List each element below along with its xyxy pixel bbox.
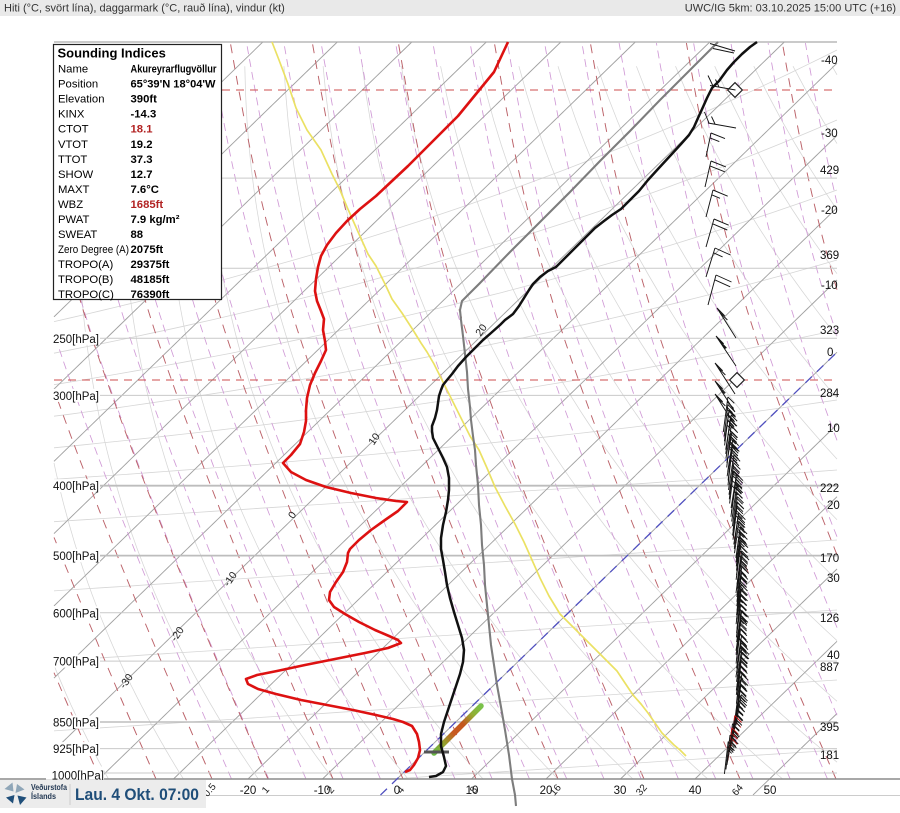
svg-text:-10: -10 (821, 280, 838, 292)
svg-text:-40: -40 (821, 55, 838, 67)
svg-text:TROPO(B): TROPO(B) (58, 274, 113, 286)
svg-text:2: 2 (325, 784, 337, 796)
svg-text:429: 429 (820, 165, 839, 177)
svg-text:30: 30 (614, 785, 627, 797)
svg-text:12.7: 12.7 (131, 169, 153, 181)
svg-text:TROPO(A): TROPO(A) (58, 259, 113, 271)
svg-text:-14.3: -14.3 (131, 109, 157, 121)
svg-text:88: 88 (131, 229, 144, 241)
svg-text:7.6°C: 7.6°C (131, 184, 159, 196)
svg-text:50: 50 (764, 785, 777, 797)
svg-text:Hiti (°C, svört lína), daggarm: Hiti (°C, svört lína), daggarmark (°C, r… (4, 3, 285, 15)
svg-text:WBZ: WBZ (58, 199, 83, 211)
svg-text:1685ft: 1685ft (131, 199, 164, 211)
svg-text:-20: -20 (240, 785, 257, 797)
svg-text:0: 0 (286, 509, 299, 521)
svg-text:7.9 kg/m²: 7.9 kg/m² (131, 214, 180, 226)
svg-text:VTOT: VTOT (58, 139, 88, 151)
svg-text:19.2: 19.2 (131, 139, 153, 151)
svg-text:Íslands: Íslands (31, 792, 56, 801)
svg-text:222: 222 (820, 483, 839, 495)
svg-text:323: 323 (820, 325, 839, 337)
svg-text:-30: -30 (821, 128, 838, 140)
svg-text:Lau. 4 Okt. 07:00: Lau. 4 Okt. 07:00 (75, 785, 199, 804)
svg-text:390ft: 390ft (131, 94, 158, 106)
svg-text:500[hPa]: 500[hPa] (53, 551, 99, 563)
svg-text:8: 8 (468, 784, 480, 796)
svg-text:CTOT: CTOT (58, 124, 89, 136)
svg-text:SHOW: SHOW (58, 169, 93, 181)
svg-text:20: 20 (540, 785, 553, 797)
svg-text:Zero Degree (A): Zero Degree (A) (58, 244, 129, 256)
svg-text:850[hPa]: 850[hPa] (53, 718, 99, 730)
svg-text:284: 284 (820, 388, 840, 400)
svg-text:-20: -20 (821, 205, 838, 217)
svg-text:4: 4 (395, 784, 407, 796)
svg-text:170: 170 (820, 553, 839, 565)
svg-text:18.1: 18.1 (131, 124, 153, 136)
svg-text:65°39'N 18°04'W: 65°39'N 18°04'W (131, 79, 216, 91)
svg-text:126: 126 (820, 613, 839, 625)
svg-text:887: 887 (820, 662, 839, 674)
svg-text:Name: Name (58, 64, 88, 76)
svg-text:400[hPa]: 400[hPa] (53, 481, 99, 493)
svg-text:20: 20 (827, 500, 840, 512)
svg-text:395: 395 (820, 722, 839, 734)
svg-text:-10: -10 (314, 785, 331, 797)
svg-text:PWAT: PWAT (58, 214, 89, 226)
svg-text:29375ft: 29375ft (131, 259, 170, 271)
svg-text:40: 40 (827, 650, 840, 662)
svg-text:1: 1 (260, 784, 272, 796)
svg-text:300[hPa]: 300[hPa] (53, 391, 99, 403)
svg-text:10: 10 (827, 423, 840, 435)
svg-text:Position: Position (58, 79, 98, 91)
svg-text:2075ft: 2075ft (131, 244, 164, 256)
svg-text:48185ft: 48185ft (131, 274, 170, 286)
svg-text:925[hPa]: 925[hPa] (53, 744, 99, 756)
svg-text:40: 40 (689, 785, 702, 797)
svg-text:Akureyrarflugvöllur: Akureyrarflugvöllur (131, 64, 217, 76)
svg-text:Elevation: Elevation (58, 94, 104, 106)
svg-text:1000[hPa]: 1000[hPa] (52, 771, 104, 783)
svg-text:700[hPa]: 700[hPa] (53, 657, 99, 669)
svg-text:0: 0 (394, 785, 400, 797)
svg-text:250[hPa]: 250[hPa] (53, 334, 99, 346)
svg-text:0: 0 (827, 347, 833, 359)
svg-text:76390ft: 76390ft (131, 289, 170, 301)
svg-text:TTOT: TTOT (58, 154, 87, 166)
svg-text:SWEAT: SWEAT (58, 229, 97, 241)
svg-text:10: 10 (466, 785, 479, 797)
svg-text:Veðurstofa: Veðurstofa (31, 783, 67, 792)
svg-text:TROPO(C): TROPO(C) (58, 289, 114, 301)
svg-text:30: 30 (827, 573, 840, 585)
svg-text:181: 181 (820, 750, 839, 762)
svg-text:KINX: KINX (58, 109, 85, 121)
svg-text:369: 369 (820, 250, 839, 262)
svg-text:37.3: 37.3 (131, 154, 153, 166)
svg-text:MAXT: MAXT (58, 184, 89, 196)
svg-text:600[hPa]: 600[hPa] (53, 608, 99, 620)
svg-text:Sounding Indices: Sounding Indices (58, 46, 166, 61)
svg-text:UWC/IG 5km: 03.10.2025 15:00 U: UWC/IG 5km: 03.10.2025 15:00 UTC (+16) (685, 3, 896, 15)
